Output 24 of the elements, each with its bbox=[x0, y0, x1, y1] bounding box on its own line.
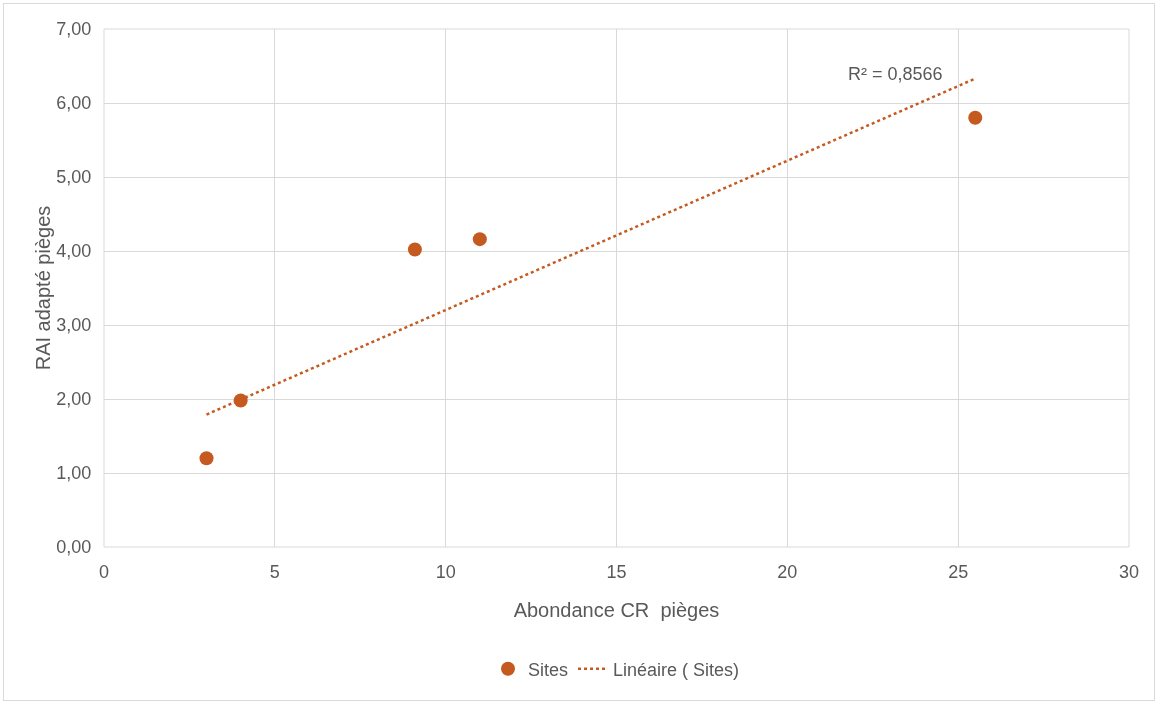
y-tick-label: 1,00 bbox=[56, 463, 92, 484]
x-tick-label: 15 bbox=[606, 561, 627, 582]
x-axis-title: Abondance CR pièges bbox=[513, 599, 720, 621]
x-tick-label: 10 bbox=[435, 561, 456, 582]
y-tick-label: 6,00 bbox=[56, 93, 92, 114]
y-tick-label: 3,00 bbox=[56, 315, 92, 336]
point bbox=[407, 242, 422, 257]
x-tick-label: 25 bbox=[948, 561, 969, 582]
legend-label: Sites bbox=[528, 659, 569, 680]
x-tick-label: 0 bbox=[98, 561, 110, 582]
y-tick-label: 7,00 bbox=[56, 19, 92, 40]
point bbox=[199, 451, 214, 466]
annotation: R² = 0,8566 bbox=[848, 64, 943, 84]
y-tick-label: 4,00 bbox=[56, 241, 92, 262]
point bbox=[968, 110, 983, 125]
y-tick-label: 2,00 bbox=[56, 389, 92, 410]
y-tick-label: 5,00 bbox=[56, 167, 92, 188]
y-axis-title: RAI adapté pièges bbox=[32, 205, 55, 371]
legend-label: Linéaire ( Sites) bbox=[613, 659, 740, 680]
y-tick-label: 0,00 bbox=[56, 537, 92, 558]
point bbox=[472, 232, 487, 247]
x-tick-label: 30 bbox=[1118, 561, 1140, 582]
x-tick-label: 5 bbox=[269, 561, 280, 582]
x-tick-label: 20 bbox=[777, 561, 798, 582]
